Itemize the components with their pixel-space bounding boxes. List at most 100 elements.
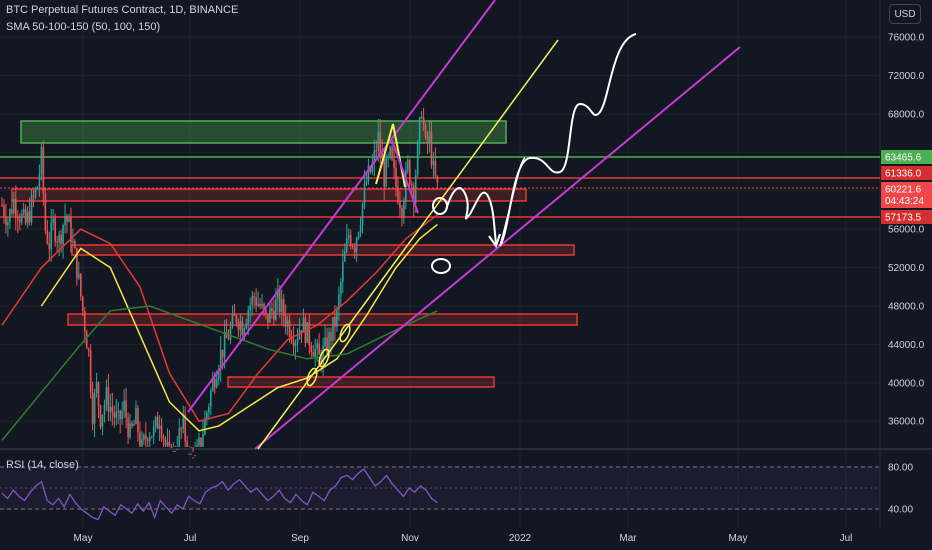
candle-body — [85, 331, 88, 349]
candle-body — [160, 425, 163, 438]
candle-body — [38, 174, 41, 188]
price-tag-label: 63465.6 — [885, 153, 922, 164]
rsi-panel — [0, 466, 880, 521]
candle-body — [141, 439, 143, 447]
time-axis-label: Jul — [840, 533, 853, 544]
candle-body — [22, 209, 25, 214]
price-tag-label: 61336.0 — [885, 169, 922, 180]
candle-body — [127, 417, 129, 438]
candle-body — [80, 273, 82, 297]
candle-body — [282, 299, 285, 316]
candle-body — [316, 343, 318, 349]
candle-body — [137, 407, 139, 433]
time-axis-label: May — [729, 533, 748, 544]
yellow-trendline — [257, 39, 559, 450]
candle-body — [182, 414, 185, 429]
candle-body — [74, 241, 76, 249]
candle-body — [369, 166, 372, 173]
price-tag — [881, 166, 932, 180]
rsi-line — [1, 468, 438, 521]
channel-lower-line — [254, 46, 741, 450]
candle-body — [200, 437, 202, 447]
rsi-legend[interactable]: RSI (14, close) — [6, 459, 79, 471]
candle-body — [70, 217, 72, 243]
candle-body — [371, 163, 374, 173]
candle-body — [255, 297, 257, 306]
candle-body — [158, 425, 161, 429]
candle-body — [166, 441, 169, 446]
candle-body — [239, 321, 242, 330]
candle-body — [164, 439, 167, 446]
candle-body — [152, 426, 155, 437]
candle-body — [129, 423, 131, 438]
currency-button[interactable]: USD — [889, 4, 921, 24]
candle-body — [208, 406, 210, 413]
candle-body — [113, 412, 116, 418]
candle-body — [170, 446, 173, 448]
candle-body — [271, 308, 273, 311]
candle-body — [11, 209, 13, 214]
candle-body — [292, 340, 295, 346]
candle-body — [168, 441, 171, 447]
candle-body — [393, 159, 395, 168]
candle-body — [367, 166, 370, 182]
time-axis-label: May — [74, 533, 93, 544]
candle-body — [194, 455, 196, 457]
candle-body — [58, 234, 60, 243]
candle-body — [5, 216, 7, 226]
candle-body — [145, 435, 147, 440]
candle-body — [395, 167, 397, 187]
drawing-zones — [0, 120, 880, 388]
candle-body — [101, 414, 104, 427]
candle-body — [399, 202, 401, 208]
price-tags: 63465.6 61336.0 60221.604:43:24 57173.5 — [881, 150, 932, 224]
candle-body — [99, 405, 102, 427]
candle-body — [379, 131, 382, 154]
time-axis-label: Nov — [401, 533, 419, 544]
candle-body — [296, 338, 299, 344]
candle-body — [381, 153, 384, 159]
resistance-zone-green — [20, 120, 507, 144]
candle-body — [180, 428, 183, 430]
candle-body — [87, 348, 90, 351]
candle-body — [401, 207, 403, 218]
candle-body — [373, 149, 376, 164]
channel-upper-line — [187, 0, 496, 413]
price-axis-label: 68000.0 — [888, 110, 925, 121]
candle-body — [351, 245, 354, 247]
candle-body — [428, 131, 431, 143]
candle-body — [217, 369, 220, 380]
trend-drawings — [187, 0, 741, 450]
candle-body — [223, 332, 226, 358]
sma-legend[interactable]: SMA 50-100-150 (50, 100, 150) — [6, 21, 161, 33]
candle-body — [62, 224, 64, 245]
candle-body — [125, 400, 127, 418]
candle-body — [66, 215, 68, 222]
symbol-legend[interactable]: BTC Perpetual Futures Contract, 1D, BINA… — [6, 4, 239, 16]
candle-body — [172, 450, 175, 452]
sma-line-150 — [1, 305, 438, 441]
axes: May Jul Sep Nov 2022 Mar May Jul 76000.0 72000.0 6… — [74, 33, 925, 544]
candle-body — [91, 392, 94, 424]
projection-arrow-head — [488, 233, 501, 249]
candle-body — [308, 322, 311, 346]
touch-marker — [339, 323, 351, 343]
candle-body — [146, 439, 149, 442]
sma-line-50 — [40, 223, 438, 432]
candle-body — [206, 412, 208, 419]
price-axis-label: 76000.0 — [888, 33, 925, 44]
candle-body — [363, 183, 366, 204]
candle-body — [407, 160, 409, 170]
candle-body — [432, 160, 435, 165]
candle-body — [334, 317, 336, 327]
candle-body — [225, 332, 228, 338]
candle-body — [154, 417, 157, 427]
candle-body — [83, 311, 86, 332]
candle-body — [336, 309, 338, 327]
price-axis-label: 56000.0 — [888, 225, 925, 236]
candle-body — [414, 175, 417, 204]
candle-body — [105, 387, 108, 406]
candle-body — [121, 410, 123, 420]
candle-body — [330, 332, 332, 342]
